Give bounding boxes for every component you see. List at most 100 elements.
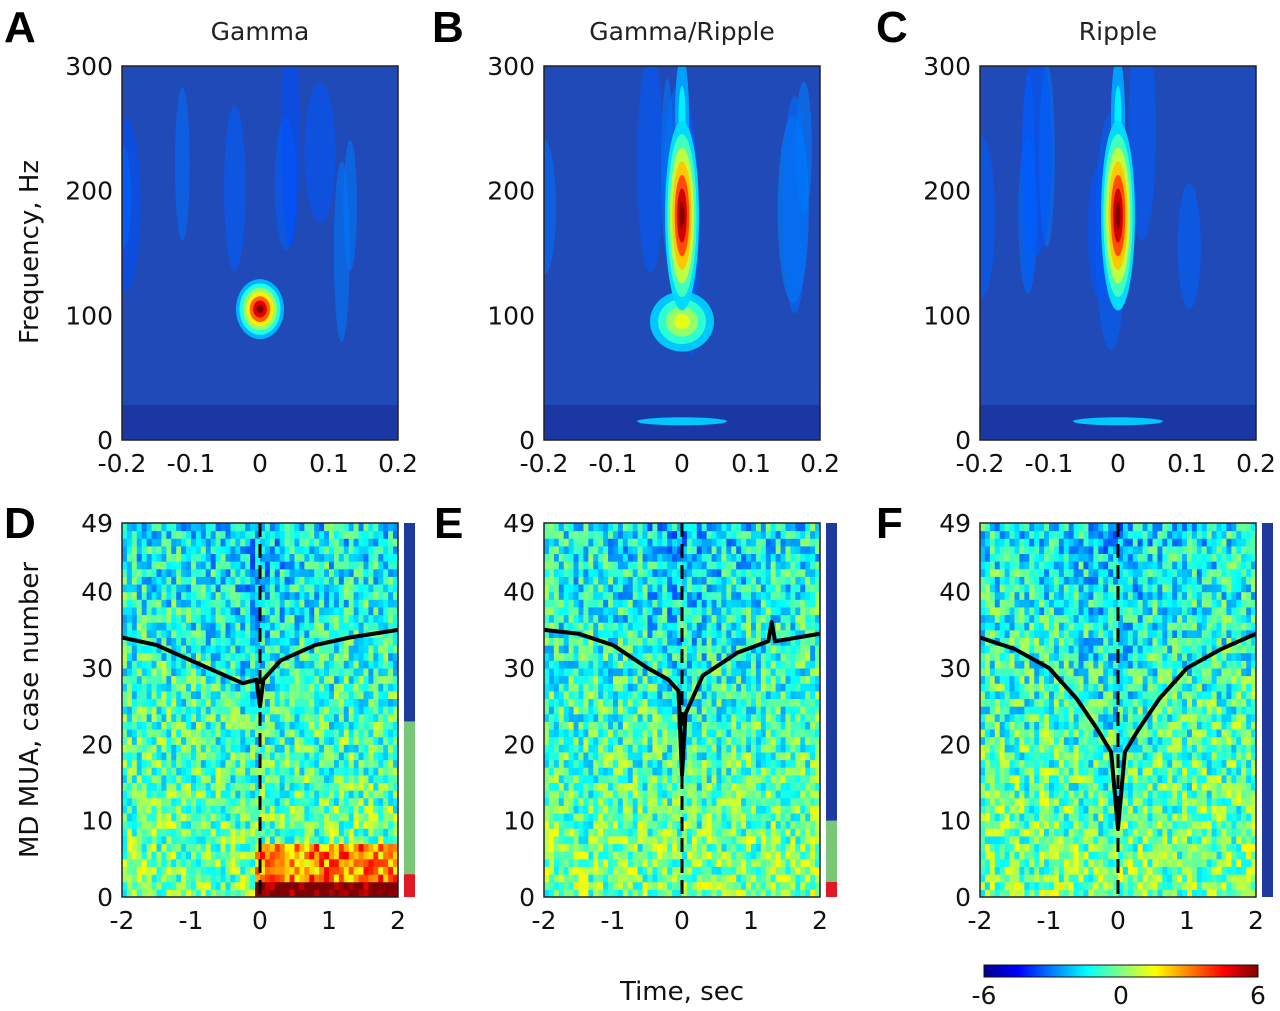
mua-cell — [304, 767, 310, 776]
mua-cell — [210, 545, 217, 555]
mua-cell — [250, 545, 256, 555]
mua-cell — [368, 736, 374, 745]
mua-cell — [642, 706, 648, 715]
mua-cell — [682, 767, 688, 776]
mua-cell — [573, 690, 579, 700]
mua-cell — [141, 866, 148, 875]
mua-cell — [186, 568, 192, 577]
mua-cell — [622, 813, 629, 822]
mua-cell — [279, 797, 286, 806]
mua-cell — [176, 851, 182, 860]
mua-cell — [746, 851, 752, 860]
mua-cell — [176, 683, 182, 692]
mua-cell — [205, 874, 212, 883]
mua-cell — [304, 576, 310, 585]
mua-cell — [627, 606, 634, 616]
mua-cell — [319, 858, 325, 867]
mua-cell — [770, 660, 777, 669]
mua-cell — [760, 683, 767, 692]
mua-cell — [760, 767, 767, 776]
mua-cell — [358, 706, 364, 715]
mua-cell — [790, 782, 796, 791]
mua-cell — [583, 744, 589, 753]
mua-cell — [765, 835, 772, 845]
mua-cell — [588, 698, 594, 707]
mua-cell — [309, 698, 315, 707]
mua-cell — [383, 622, 389, 631]
mua-cell — [269, 683, 276, 692]
mua-cell — [176, 843, 182, 852]
mua-cell — [289, 813, 295, 822]
mua-cell — [225, 713, 231, 722]
mua-cell — [790, 828, 796, 837]
mua-cell — [136, 652, 143, 661]
mua-cell — [378, 782, 384, 791]
mua-cell — [141, 790, 148, 799]
mua-cell — [191, 828, 197, 837]
mua-cell — [652, 652, 658, 661]
mua-cell — [289, 729, 295, 738]
mua-cell — [598, 790, 604, 799]
mua-cell — [309, 874, 315, 883]
mua-cell — [751, 660, 757, 669]
mua-cell — [205, 828, 212, 837]
mua-cell — [225, 751, 231, 761]
mua-cell — [746, 660, 752, 669]
mua-cell — [696, 881, 703, 890]
mua-cell — [215, 683, 222, 692]
mua-cell — [558, 782, 565, 791]
mua-cell — [721, 713, 727, 722]
mua-cell — [122, 881, 128, 890]
mua-cell — [314, 797, 320, 806]
mua-cell — [260, 713, 266, 722]
mua-cell — [731, 866, 737, 875]
mua-cell — [652, 813, 658, 822]
mua-cell — [220, 606, 226, 616]
mua-cell — [393, 530, 398, 539]
mua-cell — [731, 637, 737, 646]
mua-cell — [358, 591, 364, 600]
mua-cell — [255, 629, 261, 638]
plot-frame — [543, 65, 821, 441]
mua-cell — [667, 606, 673, 616]
mua-cell — [706, 851, 713, 860]
mua-cell — [795, 805, 801, 814]
mua-cell — [706, 813, 713, 822]
mua-cell — [686, 690, 693, 700]
mua-cell — [338, 584, 345, 593]
mua-cell — [393, 874, 398, 883]
mua-cell — [378, 790, 384, 799]
mua-cell — [220, 553, 226, 562]
mua-cell — [613, 851, 619, 860]
mua-cell — [309, 660, 315, 669]
mua-cell — [338, 568, 345, 577]
mua-cell — [166, 820, 172, 829]
mua-cell — [603, 874, 609, 883]
mua-cell — [353, 622, 360, 631]
mua-cell — [329, 614, 335, 623]
mua-cell — [657, 713, 663, 722]
mua-cell — [205, 683, 212, 692]
mua-cell — [264, 683, 271, 692]
mua-cell — [146, 538, 153, 547]
mua-cell — [181, 545, 187, 555]
mua-cell — [215, 568, 222, 577]
mua-cell — [279, 713, 286, 722]
mua-cell — [682, 637, 688, 646]
mua-cell — [662, 774, 668, 784]
mua-cell — [126, 622, 133, 631]
mua-cell — [701, 744, 708, 753]
mua-cell — [632, 706, 639, 715]
mua-cell — [205, 843, 212, 852]
mua-cell — [691, 858, 698, 867]
mua-cell — [588, 805, 594, 814]
mua-cell — [765, 729, 772, 738]
mua-cell — [314, 606, 320, 616]
mua-cell — [368, 606, 374, 616]
mua-cell — [672, 889, 678, 897]
mua-cell — [608, 698, 614, 707]
spectral-streak — [1021, 74, 1036, 292]
mua-cell — [691, 729, 698, 738]
mua-cell — [274, 561, 281, 570]
mua-cell — [627, 813, 634, 822]
